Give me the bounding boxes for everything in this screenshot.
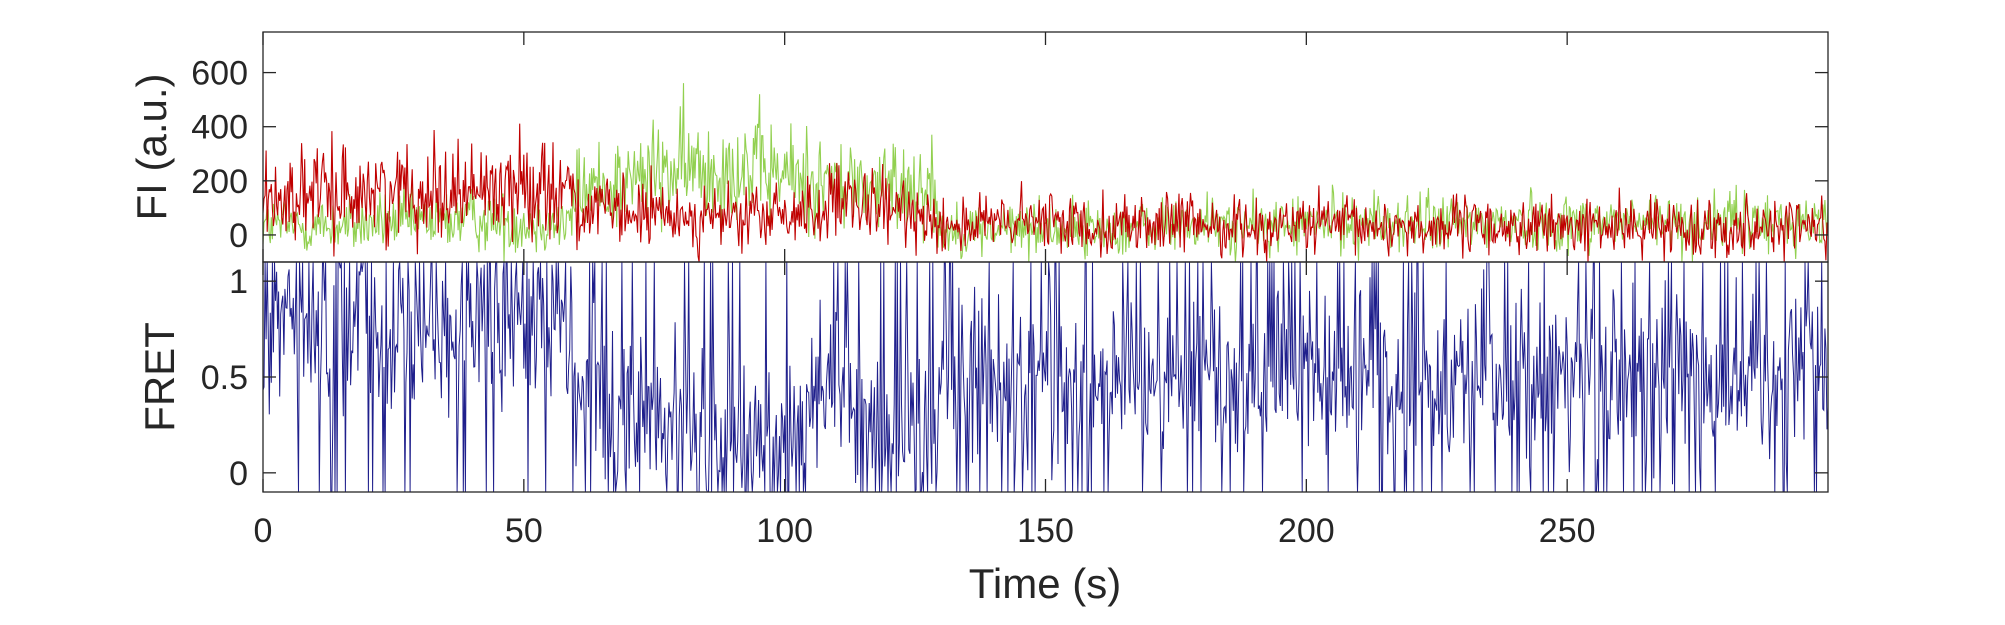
fret-y-ticks: 00.51 [201,263,1828,493]
time-xtick-label: 200 [1278,512,1335,550]
fluorescence-traces [262,83,1829,263]
fret-panel: 00.51 0 50 100 150 200 250 FRET Time (s) [136,32,1829,607]
time-xtick-label: 100 [756,512,813,550]
fret-traces [262,261,1829,493]
fluorescence-ytick-label: 200 [191,163,248,201]
time-x-ticks: 0 50 100 150 200 250 [254,32,1596,550]
fluorescence-ytick-label: 400 [191,109,248,147]
fret-ytick-label: 0.5 [201,359,248,397]
time-x-axis-label: Time (s) [969,560,1121,607]
fret-y-axis-label: FRET [136,322,183,432]
time-xtick-label: 250 [1539,512,1596,550]
fret-ytick-label: 1 [229,263,248,301]
fluorescence-y-ticks: 0 200 400 600 [191,55,1828,255]
time-xtick-label: 0 [254,512,273,550]
fluorescence-panel: 0 200 400 600 FI (a.u.) [128,31,1829,263]
fluorescence-series-0-line [262,83,1829,263]
time-xtick-label: 150 [1017,512,1074,550]
fluorescence-series-1-line [262,123,1829,263]
fluorescence-y-axis-label: FI (a.u.) [128,73,175,220]
fret-series-0-line [262,261,1829,493]
fret-ytick-label: 0 [229,455,248,493]
time-xtick-label: 50 [505,512,543,550]
fluorescence-ytick-label: 0 [229,217,248,255]
fluorescence-ytick-label: 600 [191,55,248,93]
